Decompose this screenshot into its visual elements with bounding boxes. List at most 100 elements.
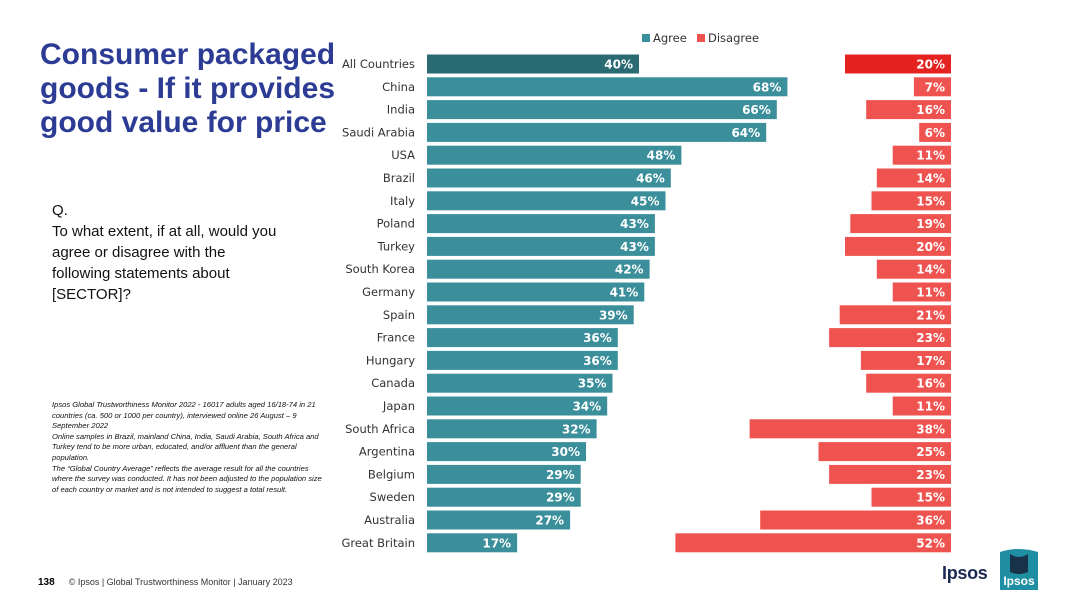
agree-bar [427, 214, 655, 234]
disagree-bar [919, 122, 951, 142]
category-label: Brazil [383, 171, 415, 185]
chart-row: Belgium 29% 23% [368, 464, 951, 484]
agree-bar [427, 168, 671, 188]
agree-bar [427, 236, 655, 256]
disagree-value-label: 52% [916, 536, 945, 550]
agree-bar [427, 350, 618, 370]
category-label: Saudi Arabia [342, 125, 415, 139]
chart-row: South Africa 32% 38% [345, 419, 951, 439]
agree-value-label: 64% [731, 126, 760, 140]
disagree-value-label: 14% [916, 263, 945, 277]
chart-row: Italy 45% 15% [390, 191, 951, 211]
category-label: All Countries [342, 57, 415, 71]
agree-value-label: 29% [546, 468, 575, 482]
category-label: India [387, 103, 415, 117]
category-label: Turkey [377, 239, 416, 253]
note-online: Online samples in Brazil, mainland China… [52, 431, 319, 462]
footer-text: © Ipsos | Global Trustworthiness Monitor… [68, 577, 293, 587]
chart-row: South Korea 42% 14% [345, 259, 951, 279]
category-label: Italy [390, 194, 415, 208]
disagree-value-label: 7% [925, 80, 945, 94]
agree-value-label: 42% [615, 263, 644, 277]
agree-value-label: 36% [583, 354, 612, 368]
agree-value-label: 68% [753, 80, 782, 94]
agree-bar [427, 510, 571, 530]
agree-value-label: 41% [610, 286, 639, 300]
ipsos-logo-icon: Ipsos [996, 546, 1042, 592]
disagree-value-label: 16% [916, 103, 945, 117]
note-average: The “Global Country Average” reflects th… [52, 463, 322, 494]
category-label: Canada [371, 376, 415, 390]
agree-value-label: 29% [546, 491, 575, 505]
disagree-bar [839, 305, 951, 325]
agree-value-label: 36% [583, 331, 612, 345]
agree-bar [427, 191, 666, 211]
disagree-bar [845, 236, 951, 256]
disagree-bar [818, 442, 951, 462]
disagree-bar [829, 328, 951, 348]
agree-bar [427, 373, 613, 393]
category-label: France [377, 331, 415, 345]
agree-bar [427, 419, 597, 439]
agree-bar [427, 54, 639, 74]
disagree-bar [866, 373, 951, 393]
agree-value-label: 66% [742, 103, 771, 117]
disagree-value-label: 20% [916, 240, 945, 254]
agree-value-label: 45% [631, 194, 660, 208]
slide-title: Consumer packaged goods - If it provides… [40, 38, 336, 139]
disagree-value-label: 11% [916, 400, 945, 414]
agree-bar [427, 145, 682, 165]
chart-row: France 36% 23% [377, 328, 951, 348]
disagree-bar [860, 350, 951, 370]
category-label: Japan [382, 399, 415, 413]
agree-value-label: 32% [562, 422, 591, 436]
agree-bar [427, 100, 777, 120]
disagree-bar [871, 487, 951, 507]
disagree-bar [876, 259, 951, 279]
chart-row: Great Britain 17% 52% [341, 533, 951, 553]
disagree-value-label: 17% [916, 354, 945, 368]
chart-row: Canada 35% 16% [371, 373, 951, 393]
agree-value-label: 39% [599, 308, 628, 322]
category-label: South Africa [345, 422, 415, 436]
disagree-value-label: 6% [925, 126, 945, 140]
disagree-bar [876, 168, 951, 188]
category-label: Spain [383, 308, 415, 322]
disagree-bar [845, 54, 951, 74]
chart-row: Saudi Arabia 64% 6% [342, 122, 951, 142]
chart-row: Australia 27% 36% [364, 510, 951, 530]
agree-value-label: 17% [482, 536, 511, 550]
disagree-value-label: 14% [916, 172, 945, 186]
agree-bar [427, 77, 788, 97]
legend-label-disagree: Disagree [708, 31, 759, 45]
agree-bar [427, 328, 618, 348]
agree-bar [427, 533, 518, 553]
agree-bar [427, 282, 645, 302]
disagree-value-label: 11% [916, 149, 945, 163]
category-label: Belgium [368, 467, 415, 481]
agree-bar [427, 259, 650, 279]
brand-wordmark: Ipsos [942, 563, 988, 583]
question-block: Q. To what extent, if at all, would you … [52, 200, 277, 305]
agree-value-label: 43% [620, 217, 649, 231]
question-text: To what extent, if at all, would you agr… [52, 223, 277, 303]
disagree-value-label: 38% [916, 422, 945, 436]
agree-bar [427, 305, 634, 325]
agree-value-label: 27% [535, 514, 564, 528]
disagree-value-label: 23% [916, 331, 945, 345]
disagree-bar [675, 533, 951, 553]
agree-bar [427, 396, 608, 416]
legend-label-agree: Agree [653, 31, 687, 45]
agree-bar [427, 464, 581, 484]
chart-row: USA 48% 11% [391, 145, 951, 165]
legend-swatch-agree [642, 34, 650, 42]
question-label: Q. [52, 202, 68, 219]
chart-row: Poland 43% 19% [377, 214, 951, 234]
disagree-bar [892, 282, 951, 302]
agree-value-label: 48% [647, 149, 676, 163]
category-label: Great Britain [341, 536, 415, 550]
disagree-value-label: 25% [916, 445, 945, 459]
disagree-value-label: 15% [916, 491, 945, 505]
disagree-bar [829, 464, 951, 484]
category-label: South Korea [345, 262, 415, 276]
